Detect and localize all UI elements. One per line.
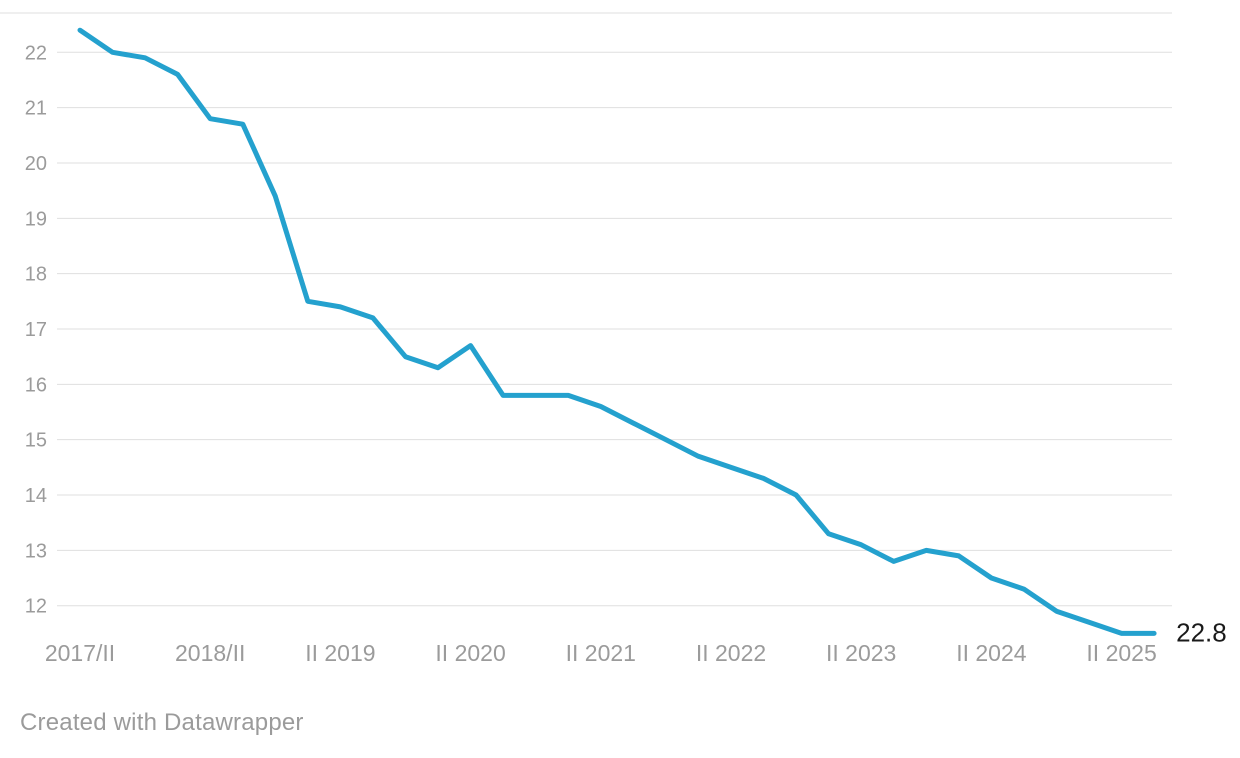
x-tick-label: 2017/II xyxy=(45,640,115,666)
x-tick-label: II 2025 xyxy=(1086,640,1156,666)
x-tick-label: II 2024 xyxy=(956,640,1027,666)
y-tick-label: 20 xyxy=(25,153,47,175)
x-tick-label: II 2020 xyxy=(435,640,505,666)
y-tick-label: 12 xyxy=(25,596,47,618)
y-tick-label: 13 xyxy=(25,540,47,562)
x-tick-label: 2018/II xyxy=(175,640,245,666)
x-tick-label: II 2022 xyxy=(696,640,766,666)
end-value-label: 22.8 xyxy=(1176,617,1227,647)
y-tick-label: 14 xyxy=(25,485,47,507)
line-chart: 22 21 20 19 18 17 16 15 14 13 12 2017/II 2018/II II 2… xyxy=(0,12,1227,666)
y-tick-label: 15 xyxy=(25,430,47,452)
x-tick-label: II 2021 xyxy=(566,640,636,666)
y-tick-label: 16 xyxy=(25,374,47,396)
data-line xyxy=(77,27,1157,636)
y-tick-label: 21 xyxy=(25,98,47,120)
datawrapper-attribution-link[interactable]: Created with Datawrapper xyxy=(20,709,304,736)
y-tick-label: 19 xyxy=(25,208,47,230)
y-tick-label: 18 xyxy=(25,264,47,286)
y-tick-label: 22 xyxy=(25,42,47,64)
x-tick-label: II 2019 xyxy=(305,640,375,666)
x-tick-label: II 2023 xyxy=(826,640,896,666)
y-tick-label: 17 xyxy=(25,319,47,341)
